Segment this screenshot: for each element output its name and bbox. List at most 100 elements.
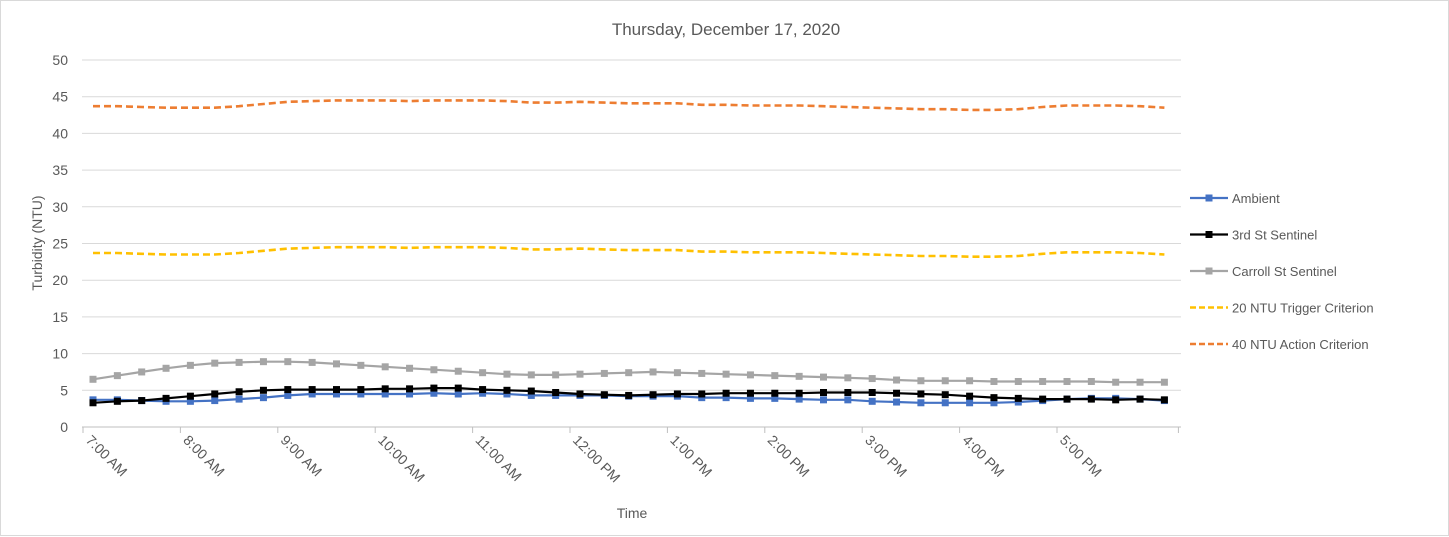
data-point bbox=[722, 389, 730, 397]
data-point bbox=[406, 390, 414, 398]
x-tick-label: 4:00 PM bbox=[959, 432, 1007, 480]
data-point bbox=[795, 395, 803, 403]
data-point bbox=[138, 397, 146, 405]
y-tick-label: 45 bbox=[52, 89, 68, 105]
y-tick-label: 50 bbox=[52, 52, 68, 68]
data-point bbox=[333, 390, 340, 398]
data-point bbox=[941, 391, 949, 399]
data-point bbox=[113, 372, 121, 380]
legend-item: Ambient bbox=[1190, 191, 1280, 206]
data-point bbox=[722, 394, 730, 402]
data-point bbox=[1112, 378, 1120, 386]
data-point bbox=[406, 364, 414, 372]
data-point bbox=[479, 369, 487, 377]
data-point bbox=[1136, 395, 1144, 403]
data-point bbox=[1039, 395, 1047, 403]
x-axis-title: Time bbox=[617, 505, 648, 521]
data-point bbox=[966, 399, 974, 407]
data-point bbox=[795, 372, 803, 380]
data-point bbox=[698, 394, 706, 402]
data-point bbox=[698, 369, 706, 377]
data-point bbox=[893, 398, 901, 406]
data-point bbox=[308, 390, 316, 398]
data-point bbox=[259, 394, 267, 402]
y-tick-label: 35 bbox=[52, 162, 68, 178]
data-point bbox=[917, 390, 925, 398]
data-point bbox=[746, 371, 754, 379]
data-point bbox=[479, 386, 487, 394]
data-point bbox=[186, 397, 194, 405]
x-tick-label: 3:00 PM bbox=[862, 432, 910, 480]
data-point bbox=[771, 372, 779, 380]
data-point bbox=[527, 391, 535, 399]
data-point bbox=[454, 367, 462, 375]
data-point bbox=[844, 374, 852, 382]
data-point bbox=[771, 394, 779, 402]
data-point bbox=[503, 386, 511, 394]
data-point bbox=[1160, 378, 1168, 386]
data-point bbox=[308, 386, 316, 394]
data-point bbox=[941, 399, 949, 407]
data-point bbox=[357, 361, 365, 369]
data-point bbox=[357, 386, 365, 394]
data-point bbox=[966, 392, 974, 400]
data-point bbox=[89, 375, 97, 383]
legend-item: 3rd St Sentinel bbox=[1190, 228, 1317, 243]
data-point bbox=[1014, 377, 1022, 385]
series-line bbox=[93, 245, 1165, 258]
data-point bbox=[1112, 396, 1120, 404]
data-point bbox=[186, 392, 194, 400]
data-point bbox=[333, 386, 340, 394]
data-point bbox=[235, 358, 243, 366]
data-point bbox=[454, 384, 462, 392]
data-point bbox=[917, 377, 925, 385]
data-point bbox=[1087, 395, 1095, 403]
x-axis: 7:00 AM 8:00 AM 9:00 AM 10:00 AM 11:00 AM 12:… bbox=[82, 426, 1181, 486]
x-tick-label: 9:00 AM bbox=[278, 432, 326, 480]
data-point bbox=[820, 373, 827, 381]
x-tick-label: 12:00 PM bbox=[570, 432, 624, 486]
legend-marker bbox=[1205, 231, 1213, 238]
data-point bbox=[625, 369, 633, 377]
data-point bbox=[186, 361, 194, 369]
data-point bbox=[381, 390, 389, 398]
data-point bbox=[722, 370, 730, 378]
x-tick-label: 8:00 AM bbox=[180, 432, 228, 480]
data-point bbox=[868, 389, 876, 397]
data-point bbox=[990, 399, 998, 407]
legend: Ambient 3rd St Sentinel Carroll St Sentine… bbox=[1190, 191, 1374, 352]
series-1 bbox=[89, 384, 1168, 407]
data-point bbox=[600, 369, 608, 377]
data-point bbox=[868, 375, 876, 383]
legend-label: 20 NTU Trigger Criterion bbox=[1232, 301, 1374, 316]
y-tick-label: 15 bbox=[52, 309, 68, 325]
data-point bbox=[162, 394, 170, 402]
data-point bbox=[162, 364, 170, 372]
legend-item: 40 NTU Action Criterion bbox=[1190, 337, 1369, 352]
data-point bbox=[990, 394, 998, 402]
y-tick-label: 10 bbox=[52, 346, 68, 362]
chart-title: Thursday, December 17, 2020 bbox=[612, 20, 840, 39]
data-point bbox=[479, 389, 487, 397]
data-point bbox=[698, 390, 706, 398]
data-point bbox=[576, 390, 584, 398]
legend-label: 40 NTU Action Criterion bbox=[1232, 337, 1369, 352]
data-point bbox=[211, 397, 219, 405]
data-point bbox=[1014, 398, 1022, 406]
x-tick-label: 7:00 AM bbox=[83, 432, 131, 480]
data-point bbox=[1160, 396, 1168, 404]
data-point bbox=[308, 358, 316, 366]
data-point bbox=[746, 389, 754, 397]
data-point bbox=[990, 377, 998, 385]
y-tick-label: 0 bbox=[60, 419, 68, 435]
data-point bbox=[333, 360, 340, 368]
data-point bbox=[406, 385, 414, 393]
y-tick-label: 40 bbox=[52, 125, 68, 141]
data-point bbox=[381, 363, 389, 371]
data-point bbox=[917, 399, 925, 407]
data-point bbox=[211, 359, 219, 367]
data-point bbox=[503, 370, 511, 378]
data-point bbox=[454, 390, 462, 398]
legend-label: 3rd St Sentinel bbox=[1232, 228, 1317, 243]
